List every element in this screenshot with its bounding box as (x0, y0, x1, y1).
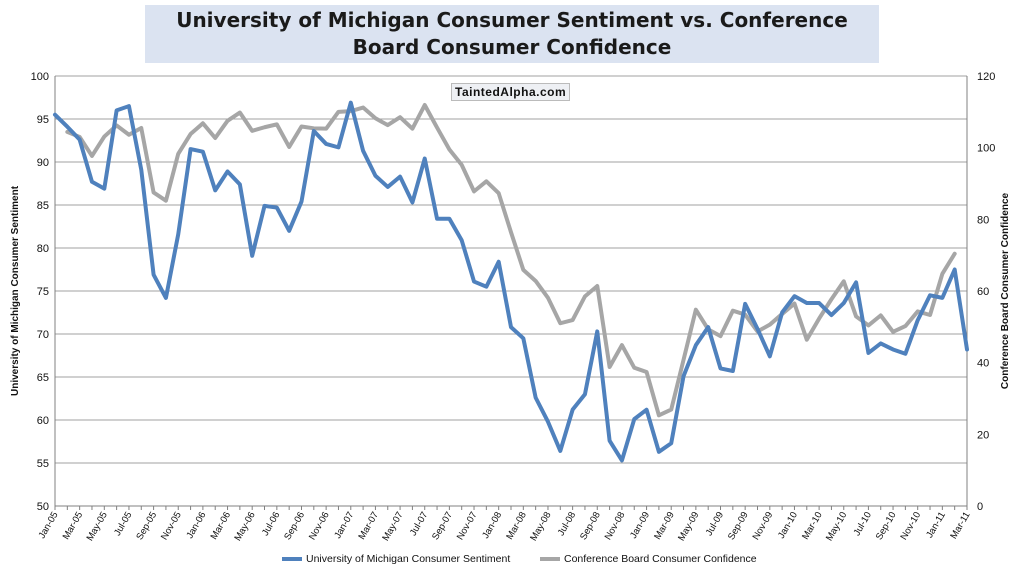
y-tick-label: 55 (37, 458, 49, 470)
legend: University of Michigan Consumer Sentimen… (0, 553, 1024, 571)
y-tick-label: 70 (37, 329, 49, 341)
x-tick-label: May-07 (380, 510, 405, 543)
x-tick-label: Nov-06 (307, 510, 332, 542)
x-tick-label: Mar-10 (800, 510, 825, 542)
x-tick-label: Jan-11 (924, 510, 948, 540)
x-tick-label: Jul-07 (408, 510, 430, 538)
chart-title: University of Michigan Consumer Sentimen… (145, 5, 879, 63)
watermark-logo: TaintedAlpha.com (451, 83, 571, 101)
x-tick-label: Nov-07 (455, 510, 480, 542)
series-line-conference-board-confidence (65, 103, 957, 418)
y-tick-label: 95 (37, 114, 49, 126)
y2-tick-label: 20 (977, 429, 989, 441)
x-tick-label: Jul-05 (112, 510, 134, 538)
x-tick-label: May-05 (85, 510, 110, 543)
x-tick-label: Mar-11 (948, 510, 972, 541)
x-tick-label: Mar-06 (209, 510, 234, 542)
legend-label-umich: University of Michigan Consumer Sentimen… (306, 553, 511, 565)
x-tick-label: May-06 (232, 510, 257, 543)
x-tick-label: Nov-08 (603, 510, 628, 542)
x-tick-label: Jan-05 (37, 510, 61, 541)
y-tick-label: 90 (37, 157, 49, 169)
x-tick-label: May-08 (528, 510, 553, 543)
x-tick-label: Jan-08 (480, 510, 504, 541)
legend-swatch-conference-board (540, 557, 560, 561)
y-tick-label: 50 (37, 501, 49, 513)
x-tick-label: Jul-10 (852, 510, 874, 538)
y2-tick-label: 40 (977, 358, 989, 370)
x-tick-label: Sep-06 (282, 510, 307, 542)
x-tick-label: May-10 (824, 510, 849, 543)
x-tick-label: Mar-07 (356, 510, 381, 542)
x-tick-label: Jan-10 (776, 510, 800, 541)
x-tick-label: Sep-05 (134, 510, 159, 542)
y-tick-label: 60 (37, 415, 49, 427)
y-tick-label: 80 (37, 243, 49, 255)
x-tick-label: Nov-05 (159, 510, 184, 542)
x-tick-label: May-09 (676, 510, 701, 543)
y2-tick-label: 100 (977, 143, 995, 155)
y-tick-label: 85 (37, 200, 49, 212)
y2-axis-title: Conference Board Consumer Confidence (1000, 192, 1011, 389)
y2-tick-label: 120 (977, 71, 995, 83)
series-line-umich-sentiment (53, 100, 969, 463)
x-tick-label: Mar-09 (652, 510, 677, 542)
series-lines (53, 100, 969, 463)
x-tick-label: Jan-07 (332, 510, 356, 541)
x-tick-label: Jan-09 (628, 510, 652, 541)
grid-lines (55, 75, 967, 507)
legend-swatch-umich (282, 557, 302, 561)
legend-item-umich: University of Michigan Consumer Sentimen… (282, 553, 510, 565)
x-tick-label: Jul-09 (704, 510, 726, 538)
y-tick-label: 75 (37, 286, 49, 298)
x-tick-label: Mar-05 (61, 510, 86, 542)
x-tick-label: Sep-09 (726, 510, 751, 542)
y2-tick-label: 0 (977, 501, 983, 513)
x-tick-label: Nov-09 (751, 510, 776, 542)
y2-tick-label: 80 (977, 214, 989, 226)
x-tick-label: Sep-08 (578, 510, 603, 542)
y-axis-title: University of Michigan Consumer Sentimen… (10, 185, 21, 396)
x-tick-label: Mar-08 (504, 510, 529, 542)
x-tick-label: Jul-06 (260, 510, 282, 538)
y2-tick-label: 60 (977, 286, 989, 298)
x-tick-label: Jul-08 (556, 510, 578, 538)
x-tick-label: Sep-10 (874, 510, 899, 542)
x-tick-label: Sep-07 (430, 510, 455, 542)
legend-item-conference-board: Conference Board Consumer Confidence (540, 553, 757, 565)
legend-label-conference-board: Conference Board Consumer Confidence (564, 553, 757, 565)
y-tick-label: 100 (31, 71, 49, 83)
x-tick-label: Nov-10 (898, 510, 923, 542)
x-tick-label: Jan-06 (184, 510, 208, 541)
y-tick-label: 65 (37, 372, 49, 384)
